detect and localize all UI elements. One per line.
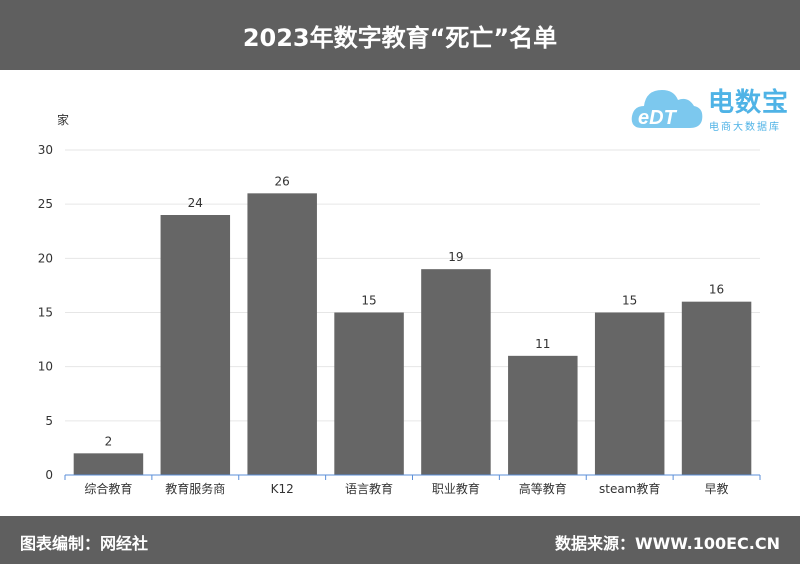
x-tick-label: 早教 <box>705 481 729 496</box>
data-label: 19 <box>448 250 463 264</box>
logo-mark: eDT <box>638 107 678 129</box>
data-label: 26 <box>275 174 290 188</box>
y-axis-unit-label: 家 <box>57 113 70 127</box>
y-tick-label: 10 <box>38 360 53 374</box>
data-label: 15 <box>622 294 637 308</box>
bar <box>160 215 231 475</box>
data-label: 16 <box>709 283 724 297</box>
bar <box>594 312 665 475</box>
data-label: 15 <box>361 294 376 308</box>
y-tick-label: 5 <box>45 414 53 428</box>
x-tick-label: 语言教育 <box>345 481 393 496</box>
chart-title: 2023年数字教育“死亡”名单 <box>242 23 558 52</box>
y-tick-label: 20 <box>38 251 53 265</box>
cloud-logo-icon: eDT <box>631 90 703 129</box>
chart-header: 2023年数字教育“死亡”名单 <box>0 0 800 70</box>
data-label: 11 <box>535 337 550 351</box>
x-tick-label: 综合教育 <box>84 481 132 496</box>
chart-footer: 图表编制：网经社 数据来源：WWW.100EC.CN <box>0 516 800 564</box>
y-tick-label: 0 <box>45 468 53 482</box>
footer-credit: 图表编制：网经社 <box>20 534 149 553</box>
bar <box>681 301 752 475</box>
bar <box>247 193 317 475</box>
bar <box>73 453 144 475</box>
bar <box>421 269 491 475</box>
bar <box>508 355 578 475</box>
y-tick-label: 25 <box>38 197 53 211</box>
bar-chart: 0 5 10 15 20 25 30 2 综合教育 24 教育服务商 26 K12 15 语言教育 19 职业教… <box>38 143 761 496</box>
x-tick-label: 职业教育 <box>432 481 480 496</box>
x-tick-label: steam教育 <box>599 481 660 496</box>
x-tick-label: K12 <box>271 482 294 496</box>
data-label: 24 <box>188 196 203 210</box>
data-label: 2 <box>105 434 113 448</box>
footer-source: 数据来源：WWW.100EC.CN <box>554 534 780 553</box>
x-tick-label: 教育服务商 <box>165 481 225 496</box>
x-tick-label: 高等教育 <box>519 481 567 496</box>
logo-name: 电数宝 <box>708 88 790 118</box>
bar <box>334 312 404 475</box>
y-tick-label: 30 <box>38 143 53 157</box>
logo: eDT 电数宝 电商大数据库 <box>630 76 795 136</box>
logo-subtitle: 电商大数据库 <box>709 122 781 133</box>
y-tick-label: 15 <box>38 306 53 320</box>
